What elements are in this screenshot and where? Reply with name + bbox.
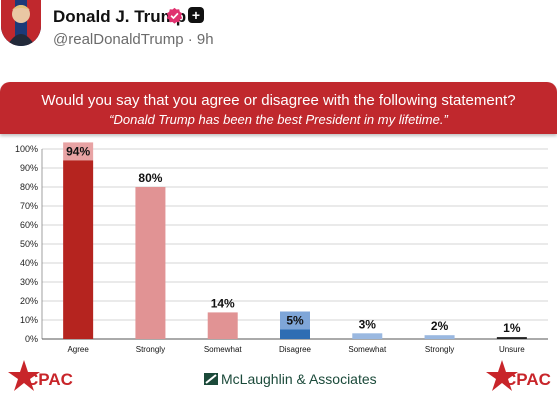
y-tick-label: 70% bbox=[20, 201, 38, 211]
avatar-image bbox=[1, 0, 41, 46]
value-label-highlight bbox=[63, 142, 94, 161]
cpac-text-right: CPAC bbox=[504, 370, 551, 389]
avatar[interactable] bbox=[1, 0, 41, 46]
category-label: Disagree bbox=[279, 345, 312, 354]
bar bbox=[280, 329, 310, 339]
survey-statement: “Donald Trump has been the best Presiden… bbox=[109, 112, 448, 127]
bar bbox=[424, 335, 455, 339]
survey-banner: Would you say that you agree or disagree… bbox=[0, 82, 557, 134]
y-tick-label: 50% bbox=[20, 239, 38, 249]
y-tick-label: 10% bbox=[20, 315, 38, 325]
handle-timestamp[interactable]: @realDonaldTrump · 9h bbox=[53, 31, 214, 48]
y-tick-label: 0% bbox=[25, 334, 38, 344]
category-label: Unsure bbox=[499, 345, 525, 354]
cpac-text-left: CPAC bbox=[26, 370, 73, 389]
bar-chart: 0% 10% 20% 30% 40% 50% 60% 70% 80% 90% 100% 94% Agre… bbox=[15, 142, 548, 354]
post-header: Donald J. Trump + @realDonaldTrump · 9h bbox=[0, 0, 557, 80]
y-tick-label: 60% bbox=[20, 220, 38, 230]
y-tick-label: 40% bbox=[20, 258, 38, 268]
value-label: 94% bbox=[66, 144, 90, 158]
bar bbox=[63, 160, 94, 339]
plus-badge-icon: + bbox=[188, 7, 204, 23]
bar bbox=[135, 187, 166, 339]
value-label: 80% bbox=[138, 171, 162, 185]
category-label: Somewhat bbox=[348, 345, 387, 354]
value-label: 5% bbox=[286, 314, 304, 328]
value-label: 3% bbox=[359, 317, 377, 331]
value-label: 14% bbox=[211, 296, 235, 310]
mclaughlin-logo-text: McLaughlin & Associates bbox=[221, 371, 377, 387]
value-label: 1% bbox=[503, 321, 521, 335]
y-tick-label: 100% bbox=[15, 144, 38, 154]
y-tick-label: 30% bbox=[20, 277, 38, 287]
value-label-highlight bbox=[280, 311, 310, 330]
author-name[interactable]: Donald J. Trump bbox=[53, 7, 187, 26]
bar bbox=[207, 312, 238, 339]
category-label: Agree bbox=[67, 345, 89, 354]
category-label: Strongly bbox=[136, 345, 165, 354]
cpac-logo-left: CPAC bbox=[8, 360, 73, 391]
mclaughlin-logo-icon bbox=[204, 373, 218, 385]
cpac-logo-right: CPAC bbox=[486, 360, 551, 391]
bar bbox=[352, 333, 383, 339]
value-label: 2% bbox=[431, 319, 449, 333]
survey-question: Would you say that you agree or disagree… bbox=[41, 92, 516, 109]
bar bbox=[496, 337, 527, 339]
category-label: Somewhat bbox=[204, 345, 243, 354]
verified-badge-icon bbox=[166, 7, 183, 24]
category-label: Strongly bbox=[425, 345, 454, 354]
y-tick-label: 80% bbox=[20, 182, 38, 192]
y-tick-label: 90% bbox=[20, 163, 38, 173]
y-tick-label: 20% bbox=[20, 296, 38, 306]
